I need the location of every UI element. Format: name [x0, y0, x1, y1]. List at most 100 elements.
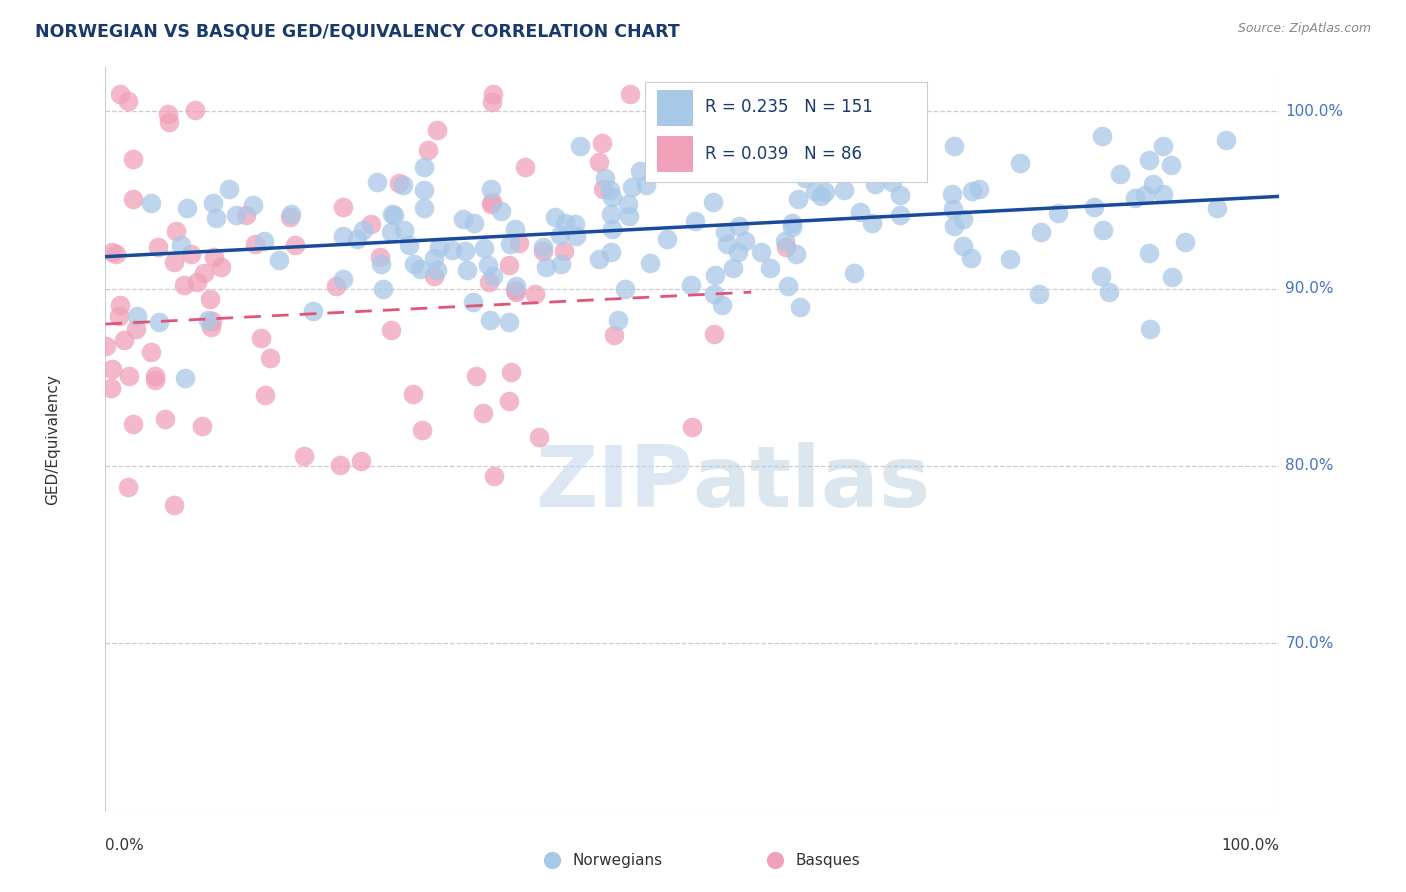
Point [481, 87, 503, 101]
Point [197, 313, 219, 327]
Point [200, 320, 222, 334]
Point [683, 214, 706, 228]
Point [778, 279, 800, 293]
Point [112, 333, 135, 347]
Point [117, 95, 139, 109]
Point [599, 183, 621, 197]
Point [478, 275, 501, 289]
Point [183, 103, 205, 117]
Point [616, 197, 638, 211]
Point [749, 149, 772, 163]
Point [513, 160, 536, 174]
Point [603, 328, 626, 343]
Point [943, 139, 966, 153]
Point [155, 411, 177, 425]
Point [267, 253, 290, 268]
Point [721, 261, 744, 276]
Point [1091, 128, 1114, 143]
Point [423, 268, 446, 283]
Point [1123, 190, 1146, 204]
Point [962, 184, 984, 198]
Point [412, 183, 434, 197]
Point [1137, 245, 1160, 260]
Point [544, 211, 567, 225]
Text: NORWEGIAN VS BASQUE GED/EQUIVALENCY CORRELATION CHART: NORWEGIAN VS BASQUE GED/EQUIVALENCY CORR… [35, 22, 681, 40]
Point [477, 258, 499, 272]
Point [461, 295, 484, 310]
Point [889, 187, 911, 202]
Point [453, 211, 475, 226]
Point [174, 371, 197, 385]
Point [780, 216, 803, 230]
Point [967, 181, 990, 195]
Point [411, 423, 433, 437]
Point [728, 219, 751, 234]
Point [856, 164, 879, 178]
Point [703, 268, 725, 282]
Point [176, 201, 198, 215]
Point [352, 223, 374, 237]
Point [454, 244, 477, 258]
Point [139, 195, 162, 210]
Point [785, 247, 807, 261]
Point [253, 234, 276, 248]
Point [302, 304, 325, 318]
Point [218, 182, 240, 196]
Point [481, 268, 503, 283]
Point [600, 222, 623, 236]
Point [121, 152, 143, 166]
Point [952, 238, 974, 252]
Point [1133, 188, 1156, 202]
Point [655, 231, 678, 245]
Point [998, 252, 1021, 266]
Point [1098, 285, 1121, 299]
Point [554, 216, 576, 230]
Point [122, 417, 145, 432]
Point [391, 178, 413, 192]
Point [703, 326, 725, 341]
Point [441, 244, 464, 258]
Text: ZIP: ZIP [534, 442, 692, 525]
Point [329, 458, 352, 472]
Point [370, 257, 392, 271]
Point [479, 197, 502, 211]
Point [749, 244, 772, 259]
Point [101, 362, 124, 376]
Point [499, 237, 522, 252]
Point [1160, 158, 1182, 172]
Point [565, 228, 588, 243]
Point [1152, 186, 1174, 201]
Point [117, 480, 139, 494]
Point [346, 232, 368, 246]
Point [242, 198, 264, 212]
Point [413, 160, 436, 174]
Point [834, 183, 856, 197]
Point [104, 247, 127, 261]
Point [201, 196, 224, 211]
Point [942, 202, 965, 216]
Point [170, 237, 193, 252]
Point [284, 237, 307, 252]
Point [456, 263, 478, 277]
Point [773, 234, 796, 248]
Point [409, 262, 432, 277]
Point [503, 283, 526, 297]
Point [1031, 226, 1053, 240]
Point [1161, 270, 1184, 285]
Point [180, 247, 202, 261]
Point [107, 309, 129, 323]
Point [1028, 287, 1050, 301]
Point [880, 175, 903, 189]
Point [727, 244, 749, 259]
Point [186, 275, 208, 289]
Point [101, 245, 124, 260]
Point [679, 277, 702, 292]
Point [402, 387, 425, 401]
Point [498, 258, 520, 272]
Point [380, 226, 402, 240]
Point [734, 158, 756, 172]
Point [1109, 167, 1132, 181]
Point [482, 468, 505, 483]
Point [479, 313, 502, 327]
Point [814, 186, 837, 200]
